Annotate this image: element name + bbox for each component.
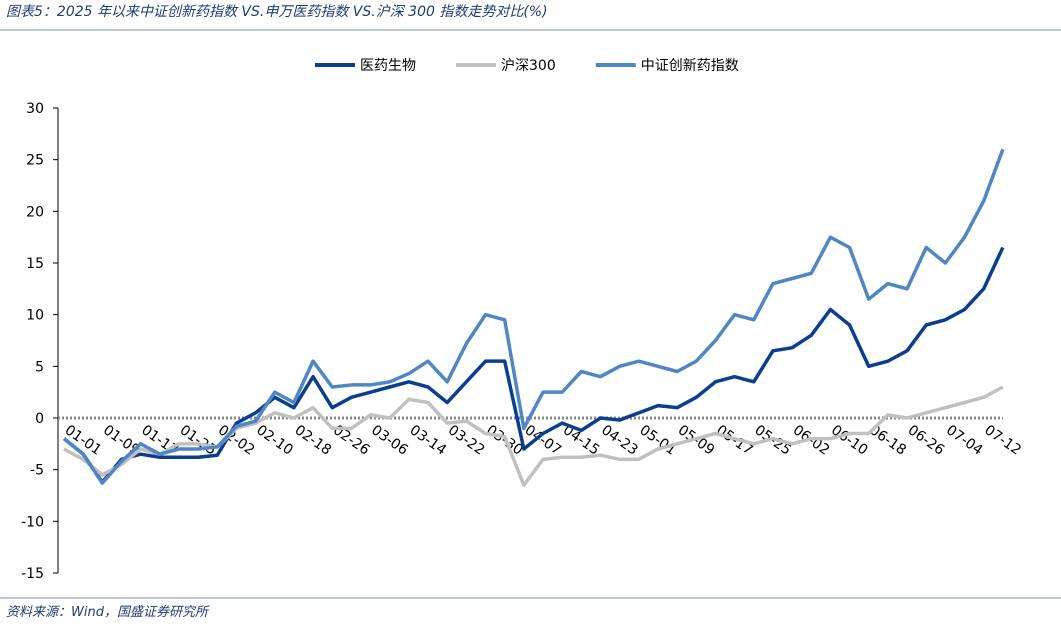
legend-label: 医药生物: [360, 58, 416, 74]
x-tick-label: 06-26: [905, 422, 948, 458]
y-tick-label: 25: [26, 153, 44, 169]
legend-label: 中证创新药指数: [641, 58, 739, 74]
y-tick-label: -10: [21, 514, 44, 530]
series-line: [62, 246, 1005, 484]
x-tick-label: 04-23: [598, 422, 641, 458]
y-tick-label: -5: [30, 463, 44, 479]
x-tick-label: 03-14: [407, 422, 450, 458]
x-tick-label: 05-01: [637, 422, 680, 458]
legend: 医药生物 沪深300 中证创新药指数: [315, 58, 739, 74]
y-tick-label: 10: [26, 308, 44, 324]
legend-label: 沪深300: [501, 58, 556, 74]
y-tick-label: 30: [26, 101, 44, 117]
x-tick-label: 07-04: [943, 422, 986, 458]
x-tick-label: 06-10: [828, 422, 871, 458]
source: 资料来源：Wind，国盛证券研究所: [6, 604, 210, 620]
x-tick-label: 02-18: [292, 422, 335, 458]
x-tick-label: 07-12: [981, 422, 1024, 458]
x-tick-label: 02-10: [253, 422, 296, 458]
y-tick-label: 0: [35, 411, 44, 427]
y-tick-label: -15: [21, 566, 44, 582]
y-tick-label: 20: [26, 204, 44, 220]
series-line: [62, 148, 1005, 485]
x-tick-label: 03-22: [445, 422, 488, 458]
y-tick-label: 5: [35, 359, 44, 375]
x-tick-label: 01-25: [177, 422, 220, 458]
y-tick-label: 15: [26, 256, 44, 272]
x-tick-label: 03-06: [368, 422, 411, 458]
x-tick-label: 04-15: [560, 422, 603, 458]
chart-title: 图表5：2025 年以来中证创新药指数 VS.申万医药指数 VS.沪深 300 …: [6, 4, 548, 20]
x-tick-label: 04-07: [522, 422, 565, 458]
